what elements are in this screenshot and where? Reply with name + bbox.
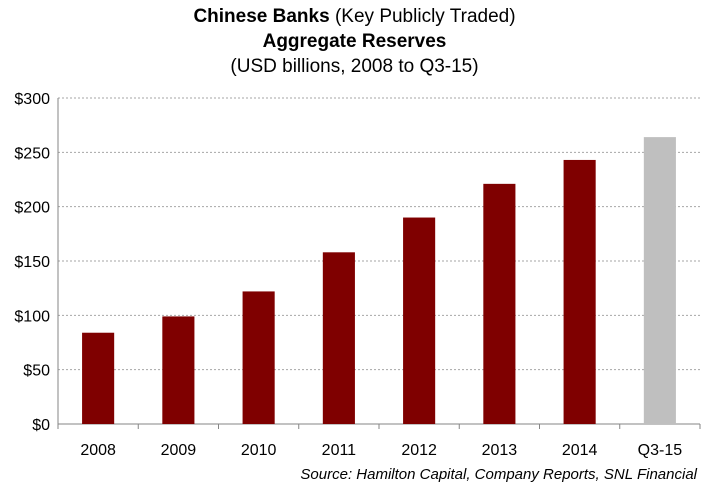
source-note: Source: Hamilton Capital, Company Report… [300, 466, 697, 483]
chart-title-block: Chinese Banks (Key Publicly Traded) Aggr… [0, 4, 709, 79]
chart-title: Chinese Banks (Key Publicly Traded) [0, 4, 709, 29]
x-tick-label: 2008 [80, 442, 116, 459]
chart-subtitle: Aggregate Reserves [262, 31, 447, 52]
bar-2008 [82, 332, 115, 424]
x-tick-label: 2010 [241, 442, 277, 459]
y-tick-label: $50 [23, 363, 50, 380]
bar-2013 [483, 183, 516, 424]
x-tick-label: 2011 [322, 442, 357, 459]
bar-2014 [563, 159, 596, 424]
bar-2010 [242, 291, 275, 424]
y-tick-label: $200 [14, 200, 50, 217]
x-tick-label: 2013 [482, 442, 518, 459]
x-tick-label: 2012 [401, 442, 437, 459]
chart-subtitle-units: (USD billions, 2008 to Q3-15) [230, 56, 479, 77]
y-tick-label: $150 [14, 254, 50, 271]
bar-Q3-15 [643, 137, 676, 424]
chart-title-bold: Chinese Banks [193, 6, 330, 27]
x-tick-label: 2014 [562, 442, 598, 459]
y-tick-label: $300 [14, 91, 50, 108]
bar-2009 [162, 316, 195, 424]
y-tick-label: $0 [32, 417, 50, 434]
y-tick-label: $250 [14, 145, 50, 162]
y-tick-label: $100 [14, 308, 50, 325]
bar-2012 [403, 217, 436, 424]
bar-2011 [322, 252, 355, 424]
chart-title-rest: (Key Publicly Traded) [334, 6, 516, 27]
x-tick-label: Q3-15 [638, 442, 683, 459]
x-tick-label: 2009 [161, 442, 197, 459]
